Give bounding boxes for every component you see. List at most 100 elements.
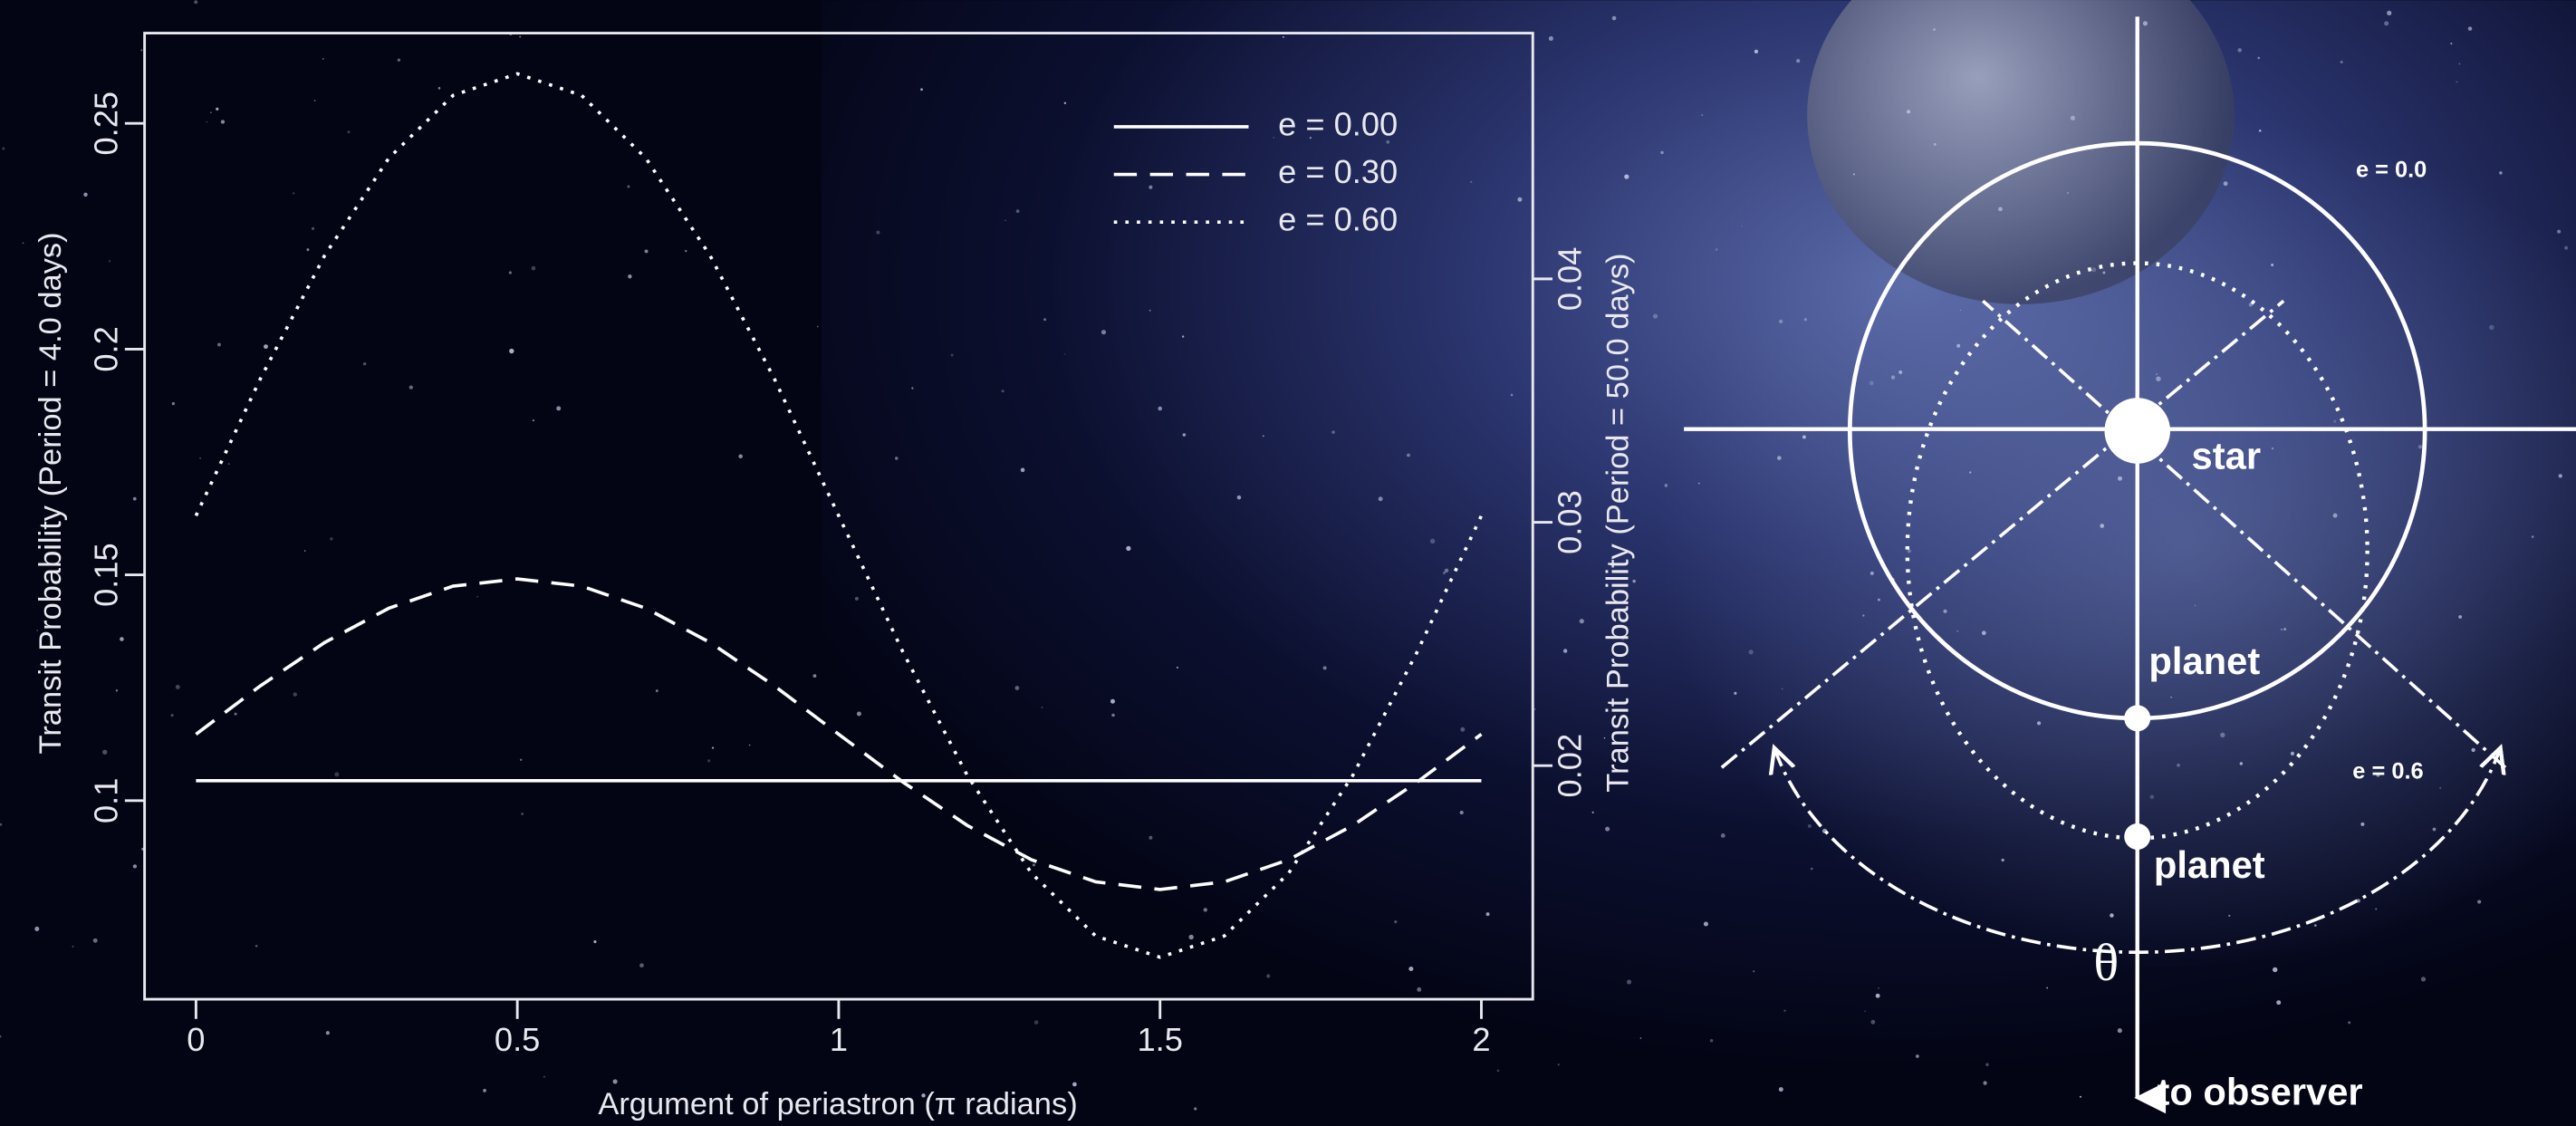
- background-star: [2240, 762, 2243, 765]
- background-star: [627, 186, 630, 188]
- background-star: [2195, 605, 2196, 606]
- orbit-label: e = 0.6: [2352, 758, 2423, 784]
- background-star: [322, 58, 323, 59]
- background-star: [293, 192, 294, 194]
- background-star: [2276, 1000, 2281, 1005]
- background-star: [2002, 859, 2004, 861]
- background-star: [2156, 376, 2160, 380]
- x-tick-label: 0: [187, 1021, 205, 1058]
- background-star: [1266, 974, 1270, 977]
- background-star: [1960, 310, 1961, 311]
- y2-tick-label: 0.03: [1551, 490, 1588, 554]
- background-star: [1779, 1087, 1783, 1092]
- background-star: [194, 0, 197, 4]
- background-star: [2387, 11, 2391, 15]
- background-star: [172, 402, 175, 405]
- background-star: [1064, 353, 1065, 354]
- background-star: [2433, 828, 2437, 832]
- background-star: [176, 685, 180, 689]
- x-tick-label: 2: [1472, 1021, 1490, 1058]
- background-star: [217, 342, 221, 346]
- background-star: [2291, 752, 2294, 755]
- background-star: [1853, 173, 1855, 175]
- background-star: [1149, 310, 1151, 312]
- background-star: [1753, 970, 1754, 972]
- background-star: [656, 689, 658, 692]
- background-star: [133, 497, 137, 501]
- background-star: [1004, 220, 1005, 221]
- background-star: [1237, 496, 1242, 500]
- background-star: [1158, 407, 1162, 411]
- background-star: [1916, 1054, 1919, 1058]
- background-star: [645, 249, 649, 253]
- background-star: [304, 550, 305, 551]
- direction-label: to observer: [2157, 1070, 2362, 1112]
- background-star: [2228, 915, 2230, 917]
- background-star: [2259, 130, 2262, 132]
- background-star: [1891, 375, 1895, 379]
- background-star: [2281, 629, 2283, 630]
- background-star: [2564, 246, 2568, 250]
- background-star: [409, 385, 413, 389]
- planet-dot: [2124, 823, 2150, 850]
- background-star: [1969, 471, 1971, 473]
- background-star: [2237, 48, 2241, 52]
- background-star: [2532, 535, 2534, 538]
- background-star: [23, 243, 24, 245]
- background-star: [685, 250, 687, 252]
- background-star: [2314, 924, 2317, 927]
- background-star: [1734, 692, 1736, 695]
- background-star: [306, 248, 309, 251]
- background-star: [1445, 569, 1448, 573]
- background-star: [1878, 599, 1880, 601]
- background-star: [817, 326, 819, 328]
- background-star: [1956, 344, 1960, 348]
- background-star: [1933, 28, 1936, 31]
- background-star: [1704, 921, 1708, 926]
- background-star: [738, 455, 743, 459]
- background-star: [2348, 1021, 2350, 1024]
- background-star: [2071, 116, 2075, 120]
- background-star: [951, 354, 954, 357]
- background-star: [2418, 445, 2422, 448]
- background-star: [438, 87, 441, 90]
- background-star: [1043, 318, 1046, 321]
- background-star: [1149, 186, 1152, 189]
- background-star: [1716, 248, 1718, 251]
- background-star: [1407, 454, 1410, 457]
- background-star: [1701, 114, 1703, 116]
- background-star: [1804, 318, 1807, 321]
- background-star: [1862, 614, 1864, 616]
- background-star: [330, 537, 332, 540]
- background-star: [639, 963, 644, 967]
- background-star: [556, 406, 561, 410]
- background-star: [312, 227, 314, 230]
- background-star: [170, 714, 173, 717]
- background-star: [1665, 484, 1668, 487]
- background-star: [140, 50, 142, 52]
- background-star: [2421, 977, 2426, 981]
- background-star: [2283, 628, 2286, 630]
- background-star: [1782, 688, 1783, 689]
- background-star: [133, 864, 137, 868]
- star-disc: [2104, 398, 2170, 464]
- background-star: [314, 100, 316, 101]
- x-tick-label: 1: [830, 1021, 848, 1058]
- background-star: [1549, 36, 1553, 41]
- background-star: [543, 1076, 545, 1078]
- background-star: [1878, 987, 1879, 989]
- planet-dot: [2124, 705, 2150, 731]
- background-star: [1486, 912, 1490, 916]
- background-star: [1183, 433, 1187, 437]
- background-star: [1982, 630, 1986, 635]
- background-star: [895, 457, 898, 459]
- background-star: [2067, 192, 2069, 194]
- background-star: [1188, 935, 1193, 939]
- planet-label: planet: [2154, 843, 2265, 886]
- background-star: [749, 745, 751, 746]
- background-star: [1653, 313, 1658, 318]
- background-star: [1460, 727, 1465, 732]
- background-star: [1898, 371, 1902, 374]
- background-star: [221, 120, 225, 123]
- background-star: [920, 88, 923, 91]
